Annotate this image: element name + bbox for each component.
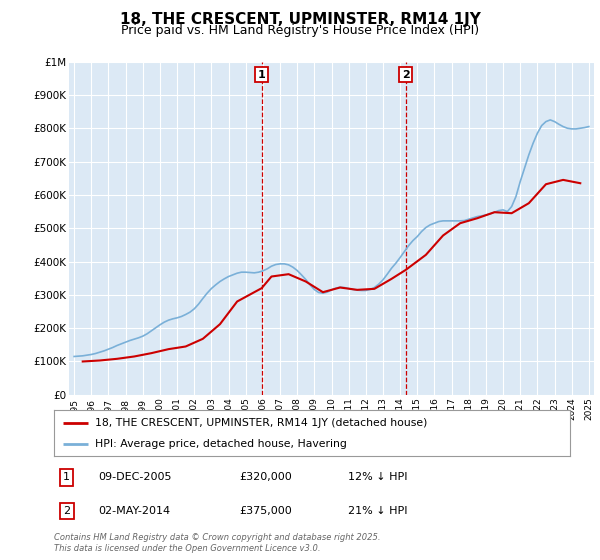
Text: 2: 2 — [402, 70, 410, 80]
Text: £320,000: £320,000 — [240, 473, 293, 482]
Text: £375,000: £375,000 — [240, 506, 293, 516]
Text: 09-DEC-2005: 09-DEC-2005 — [98, 473, 172, 482]
Text: 18, THE CRESCENT, UPMINSTER, RM14 1JY: 18, THE CRESCENT, UPMINSTER, RM14 1JY — [119, 12, 481, 27]
Text: Contains HM Land Registry data © Crown copyright and database right 2025.
This d: Contains HM Land Registry data © Crown c… — [54, 533, 380, 553]
Text: 21% ↓ HPI: 21% ↓ HPI — [348, 506, 407, 516]
Text: 02-MAY-2014: 02-MAY-2014 — [98, 506, 170, 516]
Text: 1: 1 — [258, 70, 266, 80]
Text: 1: 1 — [63, 473, 70, 482]
Text: 18, THE CRESCENT, UPMINSTER, RM14 1JY (detached house): 18, THE CRESCENT, UPMINSTER, RM14 1JY (d… — [95, 418, 428, 428]
Text: 12% ↓ HPI: 12% ↓ HPI — [348, 473, 407, 482]
Text: Price paid vs. HM Land Registry's House Price Index (HPI): Price paid vs. HM Land Registry's House … — [121, 24, 479, 38]
Text: 2: 2 — [63, 506, 70, 516]
Text: HPI: Average price, detached house, Havering: HPI: Average price, detached house, Have… — [95, 439, 347, 449]
